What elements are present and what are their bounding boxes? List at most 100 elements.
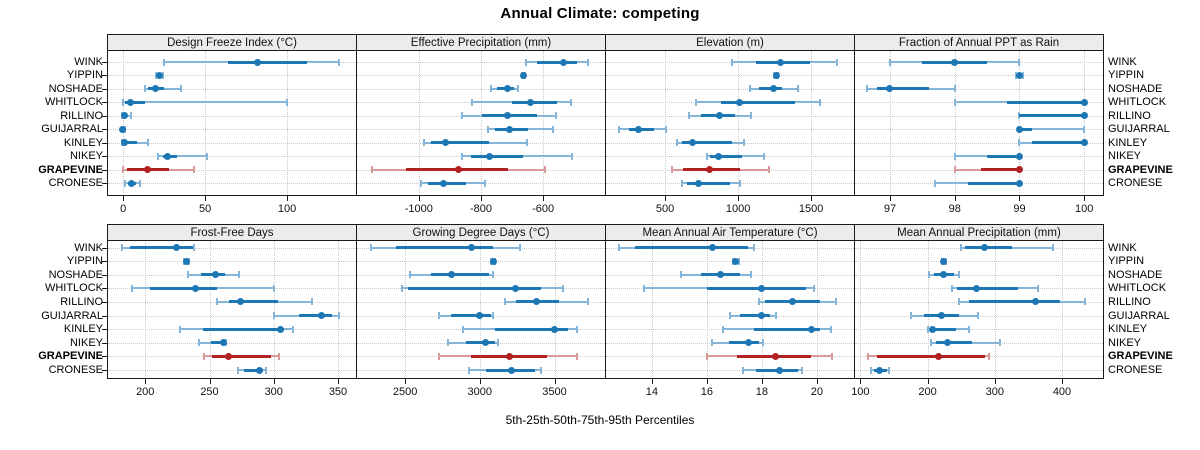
panel-plot	[854, 50, 1104, 196]
y-tick-mark	[102, 356, 107, 358]
iqr-bar	[430, 273, 489, 277]
panel-strip-label: Design Freeze Index (°C)	[167, 36, 297, 49]
x-tick-label: 99	[1013, 203, 1026, 215]
iqr-bar	[228, 300, 278, 304]
median-dot	[758, 284, 766, 292]
iqr-bar	[451, 314, 491, 318]
gridline-vertical	[1084, 51, 1086, 195]
panel-plot	[107, 50, 357, 196]
gridline-vertical	[123, 51, 125, 195]
site-label-left: NOSHADE	[48, 268, 103, 281]
gridline-vertical	[889, 51, 891, 195]
whisker-cap	[664, 125, 667, 133]
median-dot	[716, 112, 724, 120]
panel-strip: Frost-Free Days	[107, 224, 357, 241]
whisker-cap	[292, 325, 295, 333]
whisker-cap	[722, 325, 725, 333]
gridline-vertical	[994, 241, 996, 378]
x-tick-mark	[738, 196, 740, 201]
median-dot	[1015, 166, 1023, 174]
panel-plot	[854, 240, 1104, 379]
iqr-bar	[706, 286, 806, 290]
gridline-horizontal	[855, 329, 1103, 331]
whisker-cap	[587, 298, 590, 306]
panel-plot	[605, 240, 855, 379]
whisker-cap	[749, 271, 752, 279]
gridline-horizontal	[855, 261, 1103, 263]
whisker-cap	[123, 179, 126, 187]
median-dot	[182, 257, 190, 265]
y-tick-mark	[102, 62, 107, 63]
whisker-cap	[739, 179, 742, 187]
iqr-bar	[244, 368, 264, 372]
panel-strip: Elevation (m)	[605, 34, 855, 51]
whisker-cap	[741, 366, 744, 374]
median-dot	[788, 298, 796, 306]
panel-strip-label: Elevation (m)	[696, 36, 764, 49]
panel-strip-label: Frost-Free Days	[190, 226, 274, 239]
median-dot	[981, 244, 989, 251]
gridline-horizontal	[855, 274, 1103, 276]
gridline-horizontal	[855, 88, 1103, 90]
iqr-bar	[1019, 127, 1033, 131]
whisker-range	[123, 101, 288, 104]
median-dot	[1080, 98, 1088, 106]
iqr-bar	[980, 168, 1020, 172]
x-tick-label: 200	[136, 386, 155, 398]
whisker-cap	[122, 98, 125, 106]
panel-plot	[356, 50, 606, 196]
gridline-horizontal	[606, 370, 854, 371]
x-tick-label: 2500	[392, 386, 418, 398]
gridline-vertical	[405, 241, 407, 378]
x-tick-label: 300	[985, 386, 1004, 398]
whisker-cap	[999, 339, 1002, 347]
iqr-bar	[431, 141, 489, 145]
gridline-vertical	[816, 241, 818, 378]
whisker-cap	[888, 58, 891, 66]
x-tick-label: 100	[851, 386, 870, 398]
whisker-cap	[927, 271, 930, 279]
site-label-right: KINLEY	[1108, 323, 1148, 336]
median-dot	[144, 166, 152, 174]
panel-strip: Mean Annual Precipitation (mm)	[854, 224, 1104, 241]
median-dot	[634, 125, 642, 133]
x-tick-mark	[481, 196, 482, 201]
median-dot	[708, 244, 716, 251]
iqr-bar	[957, 286, 1019, 290]
median-dot	[551, 325, 558, 333]
whisker-cap	[121, 244, 124, 251]
whisker-cap	[934, 179, 937, 187]
whisker-cap	[575, 352, 578, 360]
panel-strip: Fraction of Annual PPT as Rain	[854, 34, 1104, 51]
x-tick-label: 1000	[725, 203, 751, 215]
whisker-cap	[369, 244, 372, 251]
iqr-bar	[495, 327, 568, 331]
iqr-bar	[728, 341, 760, 345]
whisker-cap	[338, 312, 341, 320]
x-tick-mark	[273, 379, 275, 384]
x-tick-mark	[761, 379, 763, 384]
site-label-left: CRONESE	[48, 364, 103, 376]
whisker-cap	[688, 112, 691, 120]
iqr-bar	[396, 246, 494, 249]
whisker-cap	[122, 166, 125, 174]
whisker-cap	[192, 166, 195, 174]
x-tick-label: 3500	[542, 386, 567, 398]
whisker-cap	[1018, 139, 1021, 147]
x-tick-label: 14	[645, 386, 659, 398]
x-tick-mark	[860, 379, 862, 384]
site-label-right: RILLINO	[1108, 295, 1151, 308]
y-tick-mark	[102, 315, 107, 317]
whisker-cap	[929, 339, 932, 347]
x-tick-label: 100	[1075, 203, 1094, 215]
iqr-bar	[470, 154, 524, 158]
iqr-bar	[299, 314, 332, 318]
iqr-bar	[877, 354, 985, 358]
median-dot	[506, 125, 514, 133]
gridline-vertical	[209, 241, 211, 378]
x-tick-label: 97	[883, 203, 897, 215]
x-tick-label: 500	[655, 203, 675, 215]
x-tick-label: 50	[199, 203, 212, 215]
median-dot	[317, 312, 325, 320]
gridline-vertical	[554, 241, 556, 378]
